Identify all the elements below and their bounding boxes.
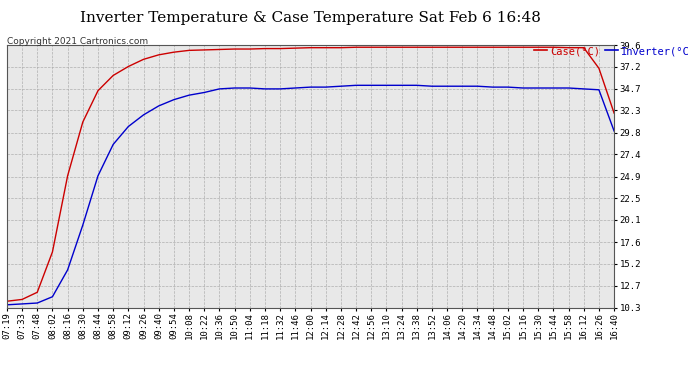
Legend: Case(°C), Inverter(°C): Case(°C), Inverter(°C) <box>533 45 690 57</box>
Text: Inverter Temperature & Case Temperature Sat Feb 6 16:48: Inverter Temperature & Case Temperature … <box>80 11 541 25</box>
Text: Copyright 2021 Cartronics.com: Copyright 2021 Cartronics.com <box>7 38 148 46</box>
